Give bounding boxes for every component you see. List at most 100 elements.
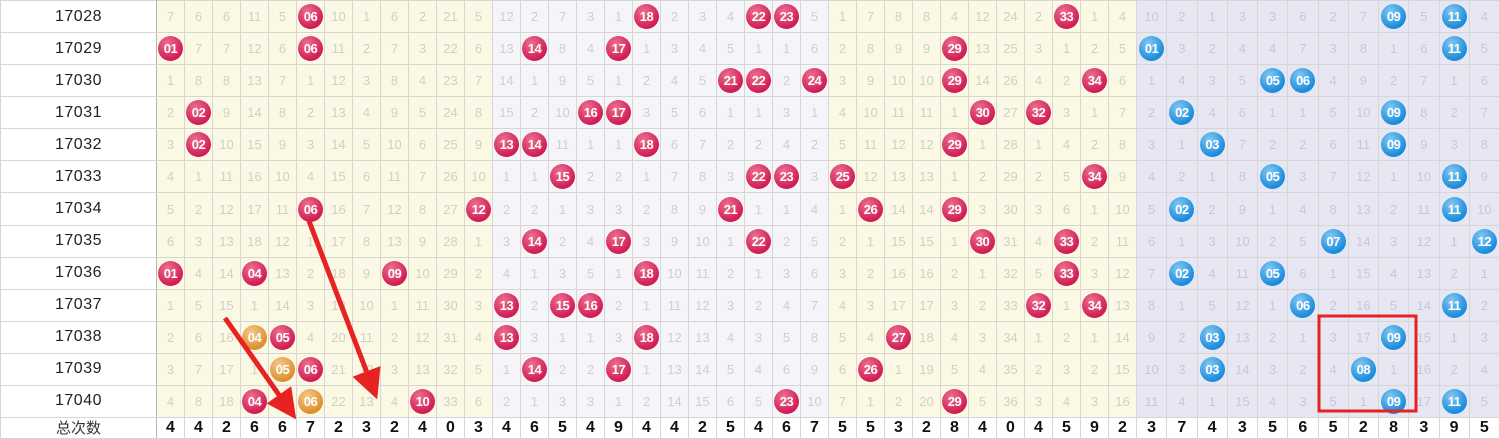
front-cell: 10: [856, 96, 885, 130]
front-cell: 2: [548, 352, 577, 386]
miss-count: 1: [978, 265, 987, 281]
miss-count: 4: [1480, 361, 1488, 377]
miss-count: 5: [698, 73, 707, 89]
total-count: 3: [1226, 417, 1259, 439]
miss-count: 3: [1178, 361, 1186, 377]
front-cell: 23: [772, 384, 801, 419]
back-cell: 6: [1226, 96, 1259, 130]
back-cell: 14: [1408, 288, 1440, 322]
miss-count: 13: [415, 361, 430, 377]
front-cell: 2: [940, 256, 969, 290]
miss-count: 5: [586, 73, 595, 89]
front-cell: 10: [660, 256, 689, 290]
front-cell: 13: [968, 32, 997, 66]
front-cell: 1: [520, 256, 549, 290]
total-count: 3: [884, 417, 913, 439]
back-ball-03: 03: [1199, 132, 1225, 158]
back-cell: 5: [1408, 0, 1440, 34]
front-cell: 17: [912, 288, 941, 322]
miss-count: 13: [275, 265, 290, 281]
miss-count: 5: [1299, 233, 1307, 249]
back-cell: 4: [1377, 256, 1410, 290]
miss-count: 2: [1480, 297, 1488, 313]
miss-count: 1: [1090, 9, 1099, 25]
period-label: 17038: [0, 320, 157, 354]
miss-count: 2: [1269, 329, 1277, 345]
miss-count: 2: [1390, 201, 1398, 217]
front-cell: 1: [772, 192, 801, 226]
miss-count: 14: [1416, 297, 1432, 313]
front-cell: 7: [856, 0, 885, 34]
miss-count: 2: [530, 9, 539, 25]
front-ball-16: 16: [578, 292, 603, 318]
back-cell: 4: [1287, 192, 1319, 226]
front-ball-02: 02: [186, 132, 211, 158]
back-cell: 7: [1468, 96, 1499, 130]
front-cell: 3: [296, 288, 325, 322]
front-cell: 1: [1024, 320, 1053, 354]
miss-count: 9: [1118, 169, 1127, 185]
back-ball-07: 07: [1320, 228, 1346, 254]
miss-count: 14: [667, 393, 682, 409]
miss-count: 7: [1118, 105, 1127, 121]
front-cell: 3: [828, 256, 857, 290]
miss-count: 8: [670, 201, 679, 217]
front-cell: 2: [828, 32, 857, 66]
miss-count: 3: [614, 329, 623, 345]
total-count: 2: [688, 417, 717, 439]
back-cell: 15: [1347, 256, 1380, 290]
front-cell: 4: [744, 352, 773, 386]
front-cell: 12: [352, 352, 381, 386]
miss-count: 12: [1356, 169, 1371, 185]
front-ball-01: 01: [158, 36, 183, 62]
front-cell: 2: [968, 288, 997, 322]
miss-count: 1: [502, 169, 511, 185]
miss-count: 2: [1299, 137, 1307, 153]
front-cell: 2: [772, 224, 801, 258]
front-ball-24: 24: [802, 68, 827, 94]
miss-count: 7: [1420, 73, 1428, 89]
front-cell: 11: [408, 288, 437, 322]
miss-count: 5: [1148, 201, 1156, 217]
front-ball-18: 18: [634, 260, 659, 286]
miss-count: 2: [1329, 297, 1337, 313]
back-cell: 08: [1347, 352, 1380, 386]
miss-count: 4: [1329, 361, 1337, 377]
miss-count: 3: [306, 137, 315, 153]
front-cell: 4: [772, 128, 801, 162]
front-cell: 10: [408, 384, 437, 419]
miss-count: 4: [726, 9, 735, 25]
miss-count: 1: [1269, 297, 1277, 313]
totals-label: 总次数: [0, 417, 157, 439]
front-cell: 7: [464, 64, 493, 98]
front-cell: 17: [884, 288, 913, 322]
front-ball-32: 32: [1026, 100, 1051, 126]
miss-count: 2: [894, 393, 903, 409]
front-ball-04: 04: [242, 324, 267, 350]
front-ball-26: 26: [858, 356, 883, 382]
back-cell: 03: [1196, 128, 1228, 162]
front-cell: 31: [436, 320, 465, 354]
back-cell: 4: [1468, 0, 1499, 34]
miss-count: 1: [250, 361, 259, 377]
front-cell: 23: [772, 160, 801, 194]
miss-count: 6: [1420, 41, 1428, 57]
front-ball-06: 06: [298, 196, 323, 222]
back-ball-05: 05: [1260, 260, 1286, 286]
miss-count: 10: [219, 137, 234, 153]
miss-count: 3: [698, 9, 707, 25]
front-cell: 2: [520, 0, 549, 34]
miss-count: 5: [1329, 105, 1337, 121]
miss-count: 1: [166, 73, 175, 89]
back-cell: 1: [1468, 256, 1499, 290]
front-cell: 6: [688, 96, 717, 130]
miss-count: 2: [194, 201, 203, 217]
miss-count: 9: [222, 105, 231, 121]
miss-count: 29: [1003, 169, 1018, 185]
front-ball-33: 33: [1054, 260, 1079, 286]
front-cell: 1: [184, 160, 213, 194]
miss-count: 4: [362, 105, 371, 121]
miss-count: 1: [754, 201, 763, 217]
back-cell: 2: [1166, 0, 1198, 34]
miss-count: 3: [1090, 265, 1099, 281]
